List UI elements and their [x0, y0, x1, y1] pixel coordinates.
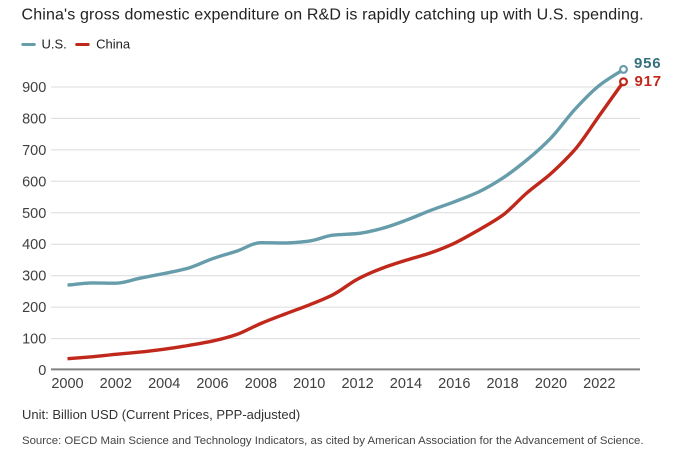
svg-text:China's gross domestic expendi: China's gross domestic expenditure on R&…: [22, 7, 644, 24]
svg-text:956: 956: [634, 55, 661, 72]
svg-text:2008: 2008: [245, 376, 277, 392]
svg-text:2018: 2018: [486, 376, 518, 392]
svg-text:400: 400: [22, 237, 46, 253]
svg-text:2014: 2014: [390, 376, 422, 392]
svg-text:200: 200: [22, 300, 46, 316]
svg-text:500: 500: [22, 206, 46, 222]
svg-text:900: 900: [22, 80, 46, 96]
svg-text:300: 300: [22, 269, 46, 285]
svg-text:2010: 2010: [293, 376, 325, 392]
svg-text:600: 600: [22, 174, 46, 190]
svg-text:2004: 2004: [148, 376, 180, 392]
svg-text:917: 917: [635, 73, 662, 90]
svg-text:2002: 2002: [100, 376, 132, 392]
svg-text:2006: 2006: [196, 376, 228, 392]
svg-text:800: 800: [22, 111, 46, 127]
svg-text:2020: 2020: [535, 376, 567, 392]
svg-text:2000: 2000: [51, 376, 83, 392]
svg-text:Source: OECD Main Science and: Source: OECD Main Science and Technology…: [22, 435, 644, 447]
svg-text:Unit: Billion USD (Current Pri: Unit: Billion USD (Current Prices, PPP-a…: [22, 407, 300, 422]
svg-text:0: 0: [38, 363, 46, 379]
svg-text:700: 700: [22, 143, 46, 159]
svg-text:U.S.: U.S.: [42, 37, 67, 52]
svg-text:2016: 2016: [438, 376, 470, 392]
svg-text:100: 100: [22, 332, 46, 348]
svg-text:2022: 2022: [583, 376, 615, 392]
svg-text:China: China: [96, 37, 131, 52]
svg-text:2012: 2012: [341, 376, 373, 392]
